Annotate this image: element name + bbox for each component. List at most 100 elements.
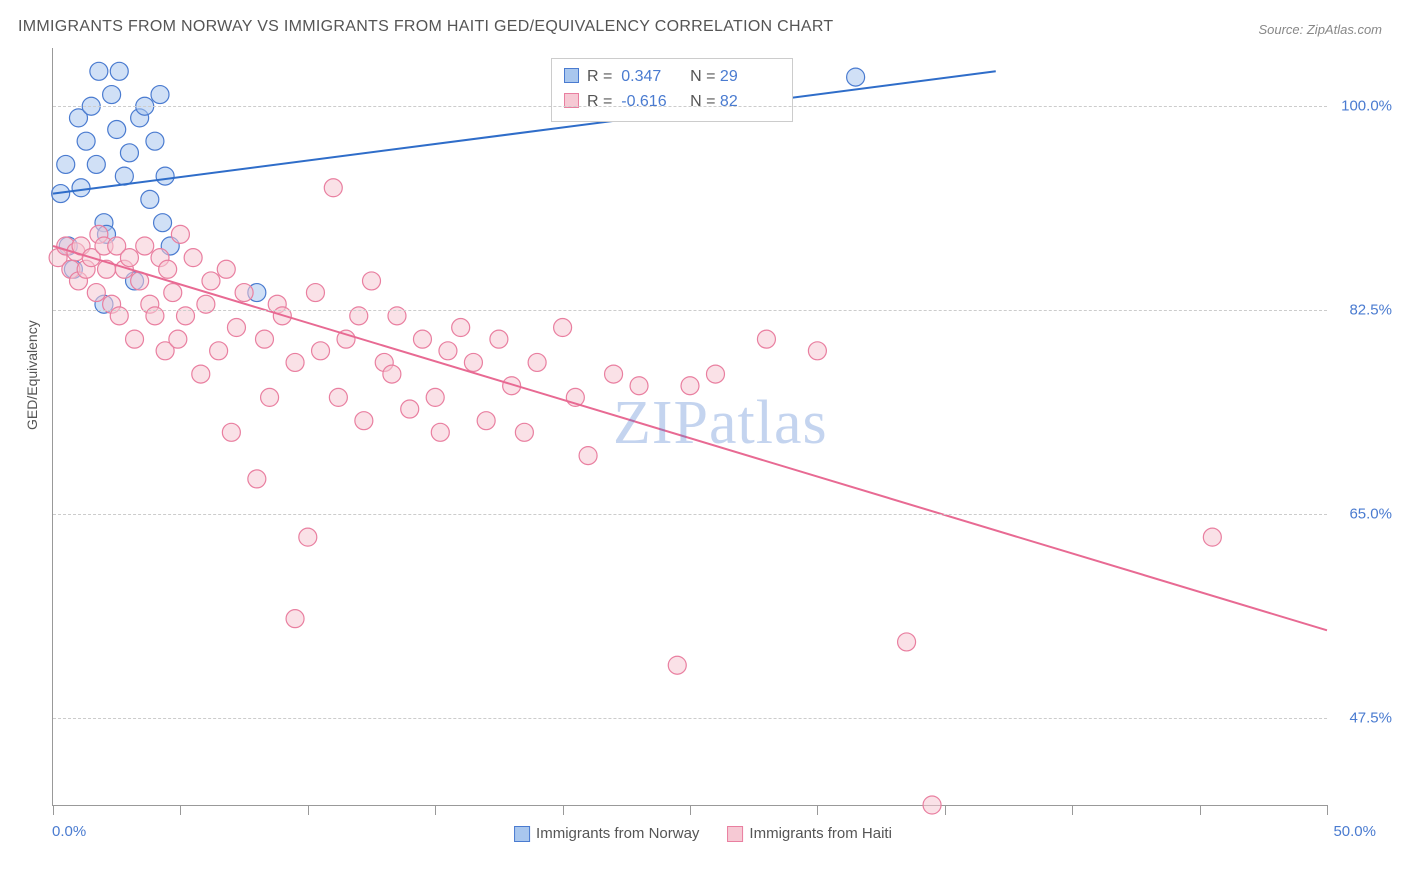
data-point <box>151 86 169 104</box>
trend-line <box>53 71 996 193</box>
data-point <box>306 284 324 302</box>
data-point <box>477 412 495 430</box>
data-point <box>136 237 154 255</box>
legend-label: Immigrants from Haiti <box>749 825 892 842</box>
stats-row: R = -0.616 N = 82 <box>564 90 780 115</box>
stat-n: 82 <box>720 90 780 115</box>
plot-svg <box>53 48 1327 805</box>
data-point <box>401 400 419 418</box>
data-point <box>286 610 304 628</box>
data-point <box>898 633 916 651</box>
gridline-h <box>53 514 1327 515</box>
data-point <box>363 272 381 290</box>
x-tick <box>180 805 181 815</box>
x-tick <box>563 805 564 815</box>
data-point <box>164 284 182 302</box>
data-point <box>103 86 121 104</box>
x-tick <box>308 805 309 815</box>
data-point <box>515 423 533 441</box>
data-point <box>248 470 266 488</box>
data-point <box>171 225 189 243</box>
data-point <box>1203 528 1221 546</box>
chart-title: IMMIGRANTS FROM NORWAY VS IMMIGRANTS FRO… <box>18 18 833 36</box>
stat-r: -0.616 <box>621 90 681 115</box>
data-point <box>261 388 279 406</box>
data-point <box>156 167 174 185</box>
gridline-h <box>53 106 1327 107</box>
data-point <box>808 342 826 360</box>
data-point <box>154 214 172 232</box>
data-point <box>90 62 108 80</box>
stat-r: 0.347 <box>621 65 681 90</box>
gridline-h <box>53 718 1327 719</box>
stats-row: R = 0.347 N = 29 <box>564 65 780 90</box>
data-point <box>235 284 253 302</box>
data-point <box>528 353 546 371</box>
data-point <box>299 528 317 546</box>
data-point <box>87 155 105 173</box>
data-point <box>681 377 699 395</box>
data-point <box>286 353 304 371</box>
data-point <box>579 447 597 465</box>
data-point <box>554 319 572 337</box>
x-axis-right-label: 50.0% <box>1333 823 1376 840</box>
data-point <box>120 144 138 162</box>
data-point <box>57 155 75 173</box>
data-point <box>110 62 128 80</box>
data-point <box>431 423 449 441</box>
data-point <box>312 342 330 360</box>
x-tick <box>1200 805 1201 815</box>
swatch-icon <box>564 68 579 83</box>
x-tick <box>1327 805 1328 815</box>
data-point <box>159 260 177 278</box>
legend-item: Immigrants from Norway <box>514 825 699 842</box>
x-tick <box>817 805 818 815</box>
legend-label: Immigrants from Norway <box>536 825 699 842</box>
data-point <box>706 365 724 383</box>
data-point <box>169 330 187 348</box>
data-point <box>757 330 775 348</box>
data-point <box>222 423 240 441</box>
x-tick <box>690 805 691 815</box>
data-point <box>413 330 431 348</box>
data-point <box>383 365 401 383</box>
data-point <box>227 319 245 337</box>
data-point <box>668 656 686 674</box>
x-tick <box>435 805 436 815</box>
data-point <box>77 132 95 150</box>
data-point <box>87 284 105 302</box>
data-point <box>355 412 373 430</box>
data-point <box>108 121 126 139</box>
data-point <box>146 132 164 150</box>
trend-line <box>53 246 1327 630</box>
y-tick-label: 65.0% <box>1349 505 1392 522</box>
x-tick <box>1072 805 1073 815</box>
correlation-stats-box: R = 0.347 N = 29R = -0.616 N = 82 <box>551 58 793 122</box>
swatch-icon <box>727 826 743 842</box>
swatch-icon <box>514 826 530 842</box>
legend-bottom: Immigrants from Norway Immigrants from Ha… <box>514 825 892 842</box>
data-point <box>120 249 138 267</box>
data-point <box>202 272 220 290</box>
data-point <box>126 330 144 348</box>
data-point <box>192 365 210 383</box>
y-tick-label: 82.5% <box>1349 302 1392 319</box>
data-point <box>847 68 865 86</box>
data-point <box>72 179 90 197</box>
data-point <box>464 353 482 371</box>
data-point <box>452 319 470 337</box>
data-point <box>426 388 444 406</box>
data-point <box>115 167 133 185</box>
x-axis-left-label: 0.0% <box>52 823 86 840</box>
y-tick-label: 47.5% <box>1349 709 1392 726</box>
data-point <box>217 260 235 278</box>
data-point <box>210 342 228 360</box>
y-tick-label: 100.0% <box>1341 98 1392 115</box>
data-point <box>923 796 941 814</box>
data-point <box>329 388 347 406</box>
data-point <box>490 330 508 348</box>
data-point <box>141 190 159 208</box>
x-tick <box>945 805 946 815</box>
chart-area: ZIPatlas R = 0.347 N = 29R = -0.616 N = … <box>52 48 1327 806</box>
x-tick <box>53 805 54 815</box>
